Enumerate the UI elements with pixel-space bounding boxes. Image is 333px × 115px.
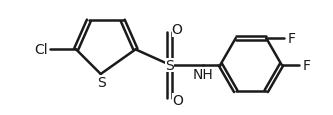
Text: NH: NH [192, 67, 213, 81]
Text: F: F [303, 58, 311, 72]
Text: Cl: Cl [34, 43, 48, 57]
Text: O: O [172, 93, 183, 107]
Text: F: F [288, 32, 296, 46]
Text: S: S [165, 58, 174, 72]
Text: O: O [172, 23, 182, 37]
Text: S: S [97, 76, 106, 90]
